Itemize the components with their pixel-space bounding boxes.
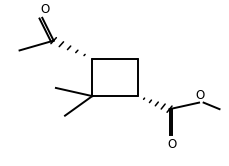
Text: O: O (166, 138, 176, 151)
Text: O: O (40, 3, 49, 16)
Text: O: O (195, 89, 204, 102)
